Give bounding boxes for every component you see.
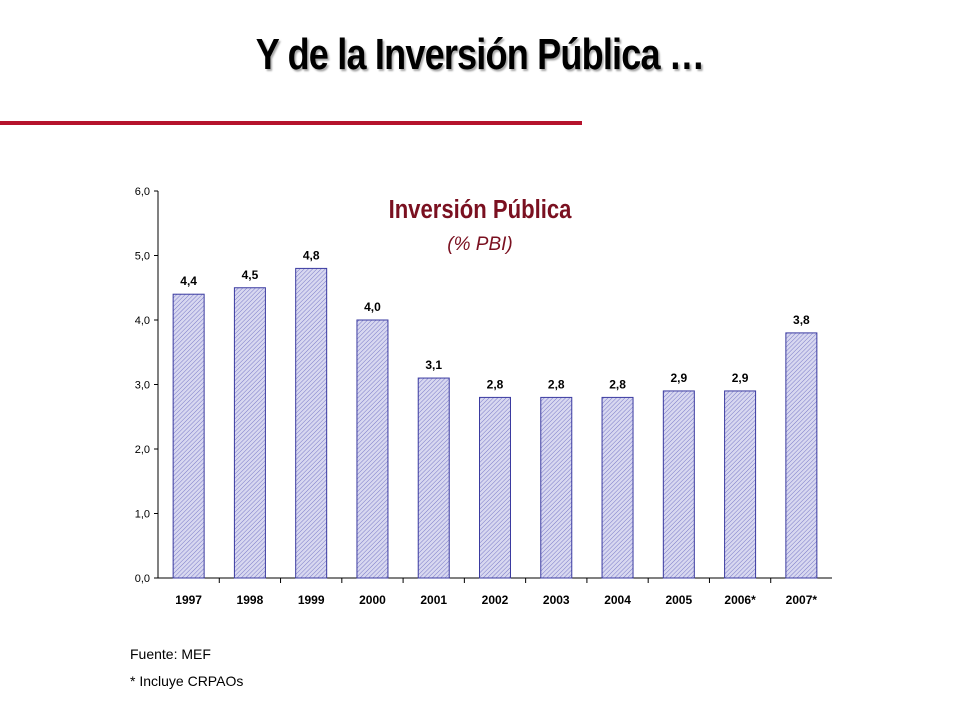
bar-value-label: 2,9 [670,371,687,385]
bar-value-label: 3,8 [793,313,810,327]
bar [540,396,573,579]
bar-value-label: 4,8 [303,248,320,262]
bar-value-label: 4,4 [180,274,197,288]
y-tick-label: 1,0 [135,509,150,521]
bar [172,293,205,579]
bar-value-label: 4,0 [364,300,381,314]
x-tick-label: 1999 [298,593,325,607]
y-tick-label: 0,0 [135,573,150,585]
x-tick-label: 1998 [237,593,264,607]
bar-value-label: 3,1 [425,358,442,372]
bar-value-label: 2,8 [548,377,565,391]
source-note: Fuente: MEF [130,646,211,662]
y-tick-label: 6,0 [135,186,150,198]
bar-value-label: 2,8 [487,377,504,391]
bar [724,390,757,579]
y-tick-label: 4,0 [135,315,150,327]
bar [601,396,634,579]
bar [233,287,266,579]
y-tick-label: 3,0 [135,380,150,392]
x-tick-label: 2007* [786,593,818,607]
title-underline [0,121,582,125]
chart-subtitle: (% PBI) [447,234,512,255]
x-tick-label: 2004 [604,593,631,607]
x-tick-label: 2006* [724,593,756,607]
bar [356,319,389,579]
x-tick-label: 2001 [420,593,447,607]
bar-value-label: 4,5 [242,268,259,282]
x-tick-label: 1997 [175,593,202,607]
bar [417,377,450,579]
x-tick-label: 2003 [543,593,570,607]
chart-title: Inversión Pública [389,195,572,224]
y-tick-label: 5,0 [135,251,150,263]
footnote: * Incluye CRPAOs [130,673,244,689]
bar-value-label: 2,9 [732,371,749,385]
bar [479,396,511,579]
x-tick-label: 2000 [359,593,386,607]
bar [295,267,328,579]
bar [662,390,695,579]
y-tick-label: 2,0 [135,444,150,456]
x-tick-label: 2002 [482,593,509,607]
slide-title: Y de la Inversión Pública … [255,30,705,79]
bar-value-label: 2,8 [609,377,626,391]
bar [785,332,818,579]
x-tick-label: 2005 [665,593,692,607]
